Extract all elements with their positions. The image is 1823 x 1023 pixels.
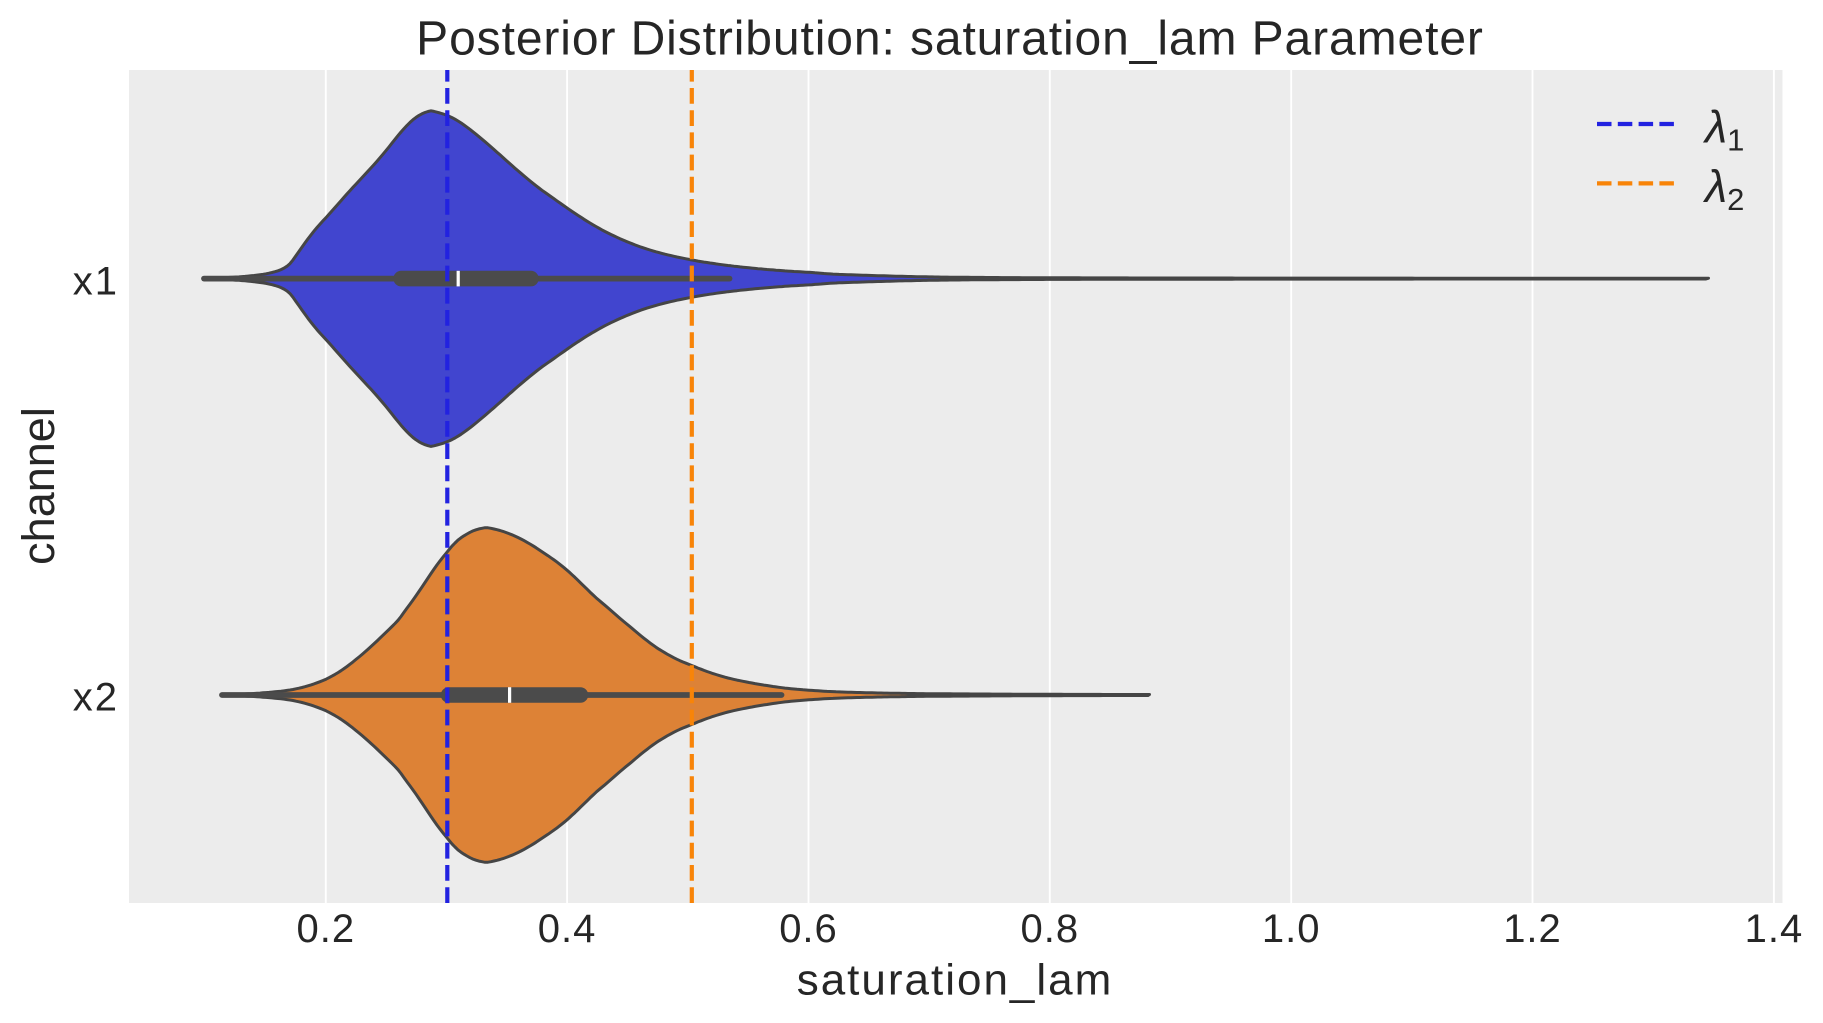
svg-text:0.4: 0.4 <box>538 907 597 951</box>
svg-text:1.2: 1.2 <box>1503 907 1562 951</box>
svg-text:x2: x2 <box>73 676 119 720</box>
svg-text:0.8: 0.8 <box>1020 907 1079 951</box>
svg-text:1.4: 1.4 <box>1745 907 1804 951</box>
svg-text:Posterior Distribution: satura: Posterior Distribution: saturation_lam P… <box>416 13 1484 66</box>
svg-text:0.2: 0.2 <box>296 907 355 951</box>
svg-text:x1: x1 <box>73 259 119 303</box>
svg-text:channel: channel <box>13 407 64 565</box>
svg-text:1.0: 1.0 <box>1262 907 1321 951</box>
svg-text:0.6: 0.6 <box>779 907 838 951</box>
svg-text:λ2: λ2 <box>1702 161 1744 217</box>
svg-text:saturation_lam: saturation_lam <box>797 956 1114 1005</box>
svg-text:λ1: λ1 <box>1702 102 1744 158</box>
